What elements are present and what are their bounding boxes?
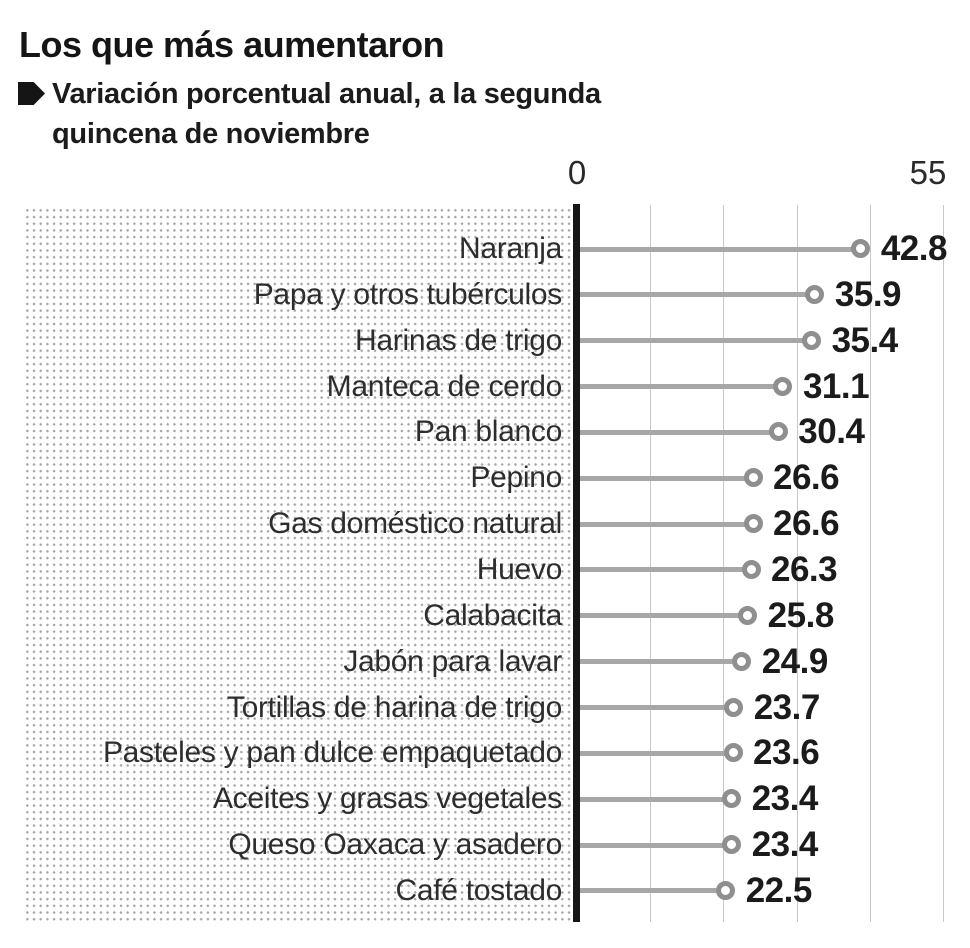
chart-title: Los que más aumentaron xyxy=(19,24,445,65)
row-line xyxy=(580,338,804,344)
row-line xyxy=(580,796,724,802)
row-label: Harinas de trigo xyxy=(355,323,562,357)
square-arrow-bullet-icon xyxy=(18,82,45,105)
row-point-circle-icon xyxy=(768,422,788,442)
row-label: Huevo xyxy=(476,552,563,586)
row-point-circle-icon xyxy=(722,789,742,809)
row-label: Jabón para lavar xyxy=(343,644,562,678)
chart-row: Pasteles y pan dulce empaquetado 23.6 xyxy=(0,730,970,776)
row-label: Tortillas de harina de trigo xyxy=(226,690,562,724)
row-line xyxy=(580,750,726,756)
row-label: Gas doméstico natural xyxy=(268,507,562,541)
chart-row: Naranja 42.8 xyxy=(0,226,970,272)
row-label: Pepino xyxy=(470,461,562,495)
row-point-circle-icon xyxy=(743,514,763,534)
row-value: 24.9 xyxy=(761,641,829,681)
row-point-circle-icon xyxy=(732,651,752,671)
row-point-circle-icon xyxy=(716,880,736,900)
row-point-circle-icon xyxy=(851,239,871,258)
row-value: 25.8 xyxy=(767,595,835,635)
row-line xyxy=(580,842,724,848)
row-line xyxy=(580,246,853,252)
row-label: Calabacita xyxy=(423,598,562,632)
row-point-circle-icon xyxy=(773,376,793,396)
row-line xyxy=(580,292,807,298)
chart-row: Calabacita 25.8 xyxy=(0,593,970,639)
row-value: 26.6 xyxy=(773,458,840,498)
zero-axis-line xyxy=(573,204,580,922)
row-label: Papa y otros tubérculos xyxy=(253,277,563,311)
dotted-background xyxy=(22,205,572,921)
row-line xyxy=(580,521,745,527)
row-value: 23.4 xyxy=(751,825,819,865)
row-value: 26.6 xyxy=(773,504,840,544)
row-point-circle-icon xyxy=(802,330,822,350)
row-point-circle-icon xyxy=(805,284,825,304)
chart-row: Tortillas de harina de trigo 23.7 xyxy=(0,685,970,731)
chart-row: Huevo 26.3 xyxy=(0,547,970,593)
chart-row: Café tostado 22.5 xyxy=(0,868,970,914)
row-value: 23.7 xyxy=(753,687,821,727)
row-label: Pasteles y pan dulce empaquetado xyxy=(102,736,562,770)
chart-row: Gas doméstico natural 26.6 xyxy=(0,501,970,547)
row-point-circle-icon xyxy=(743,468,763,488)
chart-row: Aceites y grasas vegetales 23.4 xyxy=(0,776,970,822)
chart-subtitle-text: Variación porcentual anual, a la segunda… xyxy=(52,78,601,150)
chart-row: Papa y otros tubérculos 35.9 xyxy=(0,272,970,318)
row-line xyxy=(580,613,740,619)
row-label: Café tostado xyxy=(395,873,562,907)
row-label: Queso Oaxaca y asadero xyxy=(228,828,562,862)
axis-tick-zero: 0 xyxy=(567,154,587,191)
row-label: Pan blanco xyxy=(414,415,562,449)
row-line xyxy=(580,384,775,390)
row-point-circle-icon xyxy=(723,743,743,763)
chart-row: Pan blanco 30.4 xyxy=(0,409,970,455)
row-line xyxy=(580,429,771,435)
row-value: 26.3 xyxy=(771,549,838,589)
row-point-circle-icon xyxy=(722,835,742,855)
chart-row: Jabón para lavar 24.9 xyxy=(0,639,970,685)
chart-area: Naranja 42.8 Papa y otros tubérculos 35.… xyxy=(0,204,970,922)
row-line xyxy=(580,659,734,665)
gridline xyxy=(723,205,725,922)
row-value: 35.4 xyxy=(831,320,899,360)
row-value: 22.5 xyxy=(745,870,813,910)
row-line xyxy=(580,567,743,573)
gridline xyxy=(943,205,944,922)
row-point-circle-icon xyxy=(738,605,758,625)
row-value: 35.9 xyxy=(834,274,902,314)
chart-subtitle: Variación porcentual anual, a la segunda… xyxy=(18,74,666,154)
row-value: 23.6 xyxy=(753,733,820,773)
gridline xyxy=(650,205,652,922)
row-value: 30.4 xyxy=(798,412,865,452)
chart-row: Pepino 26.6 xyxy=(0,455,970,501)
row-value: 42.8 xyxy=(880,229,948,268)
row-point-circle-icon xyxy=(724,697,744,717)
row-label: Aceites y grasas vegetales xyxy=(212,782,562,816)
row-point-circle-icon xyxy=(741,559,761,579)
gridline xyxy=(869,205,871,922)
chart-row: Harinas de trigo 35.4 xyxy=(0,318,970,364)
axis-tick-max: 55 xyxy=(909,154,947,191)
row-line xyxy=(580,888,718,894)
chart-row: Queso Oaxaca y asadero 23.4 xyxy=(0,822,970,868)
gridline xyxy=(796,205,798,922)
row-line xyxy=(580,705,726,710)
row-value: 23.4 xyxy=(751,779,819,819)
chart-row: Manteca de cerdo 31.1 xyxy=(0,364,970,410)
row-label: Manteca de cerdo xyxy=(326,369,563,403)
row-line xyxy=(580,475,745,481)
row-value: 31.1 xyxy=(802,366,870,406)
row-label: Naranja xyxy=(459,232,562,265)
